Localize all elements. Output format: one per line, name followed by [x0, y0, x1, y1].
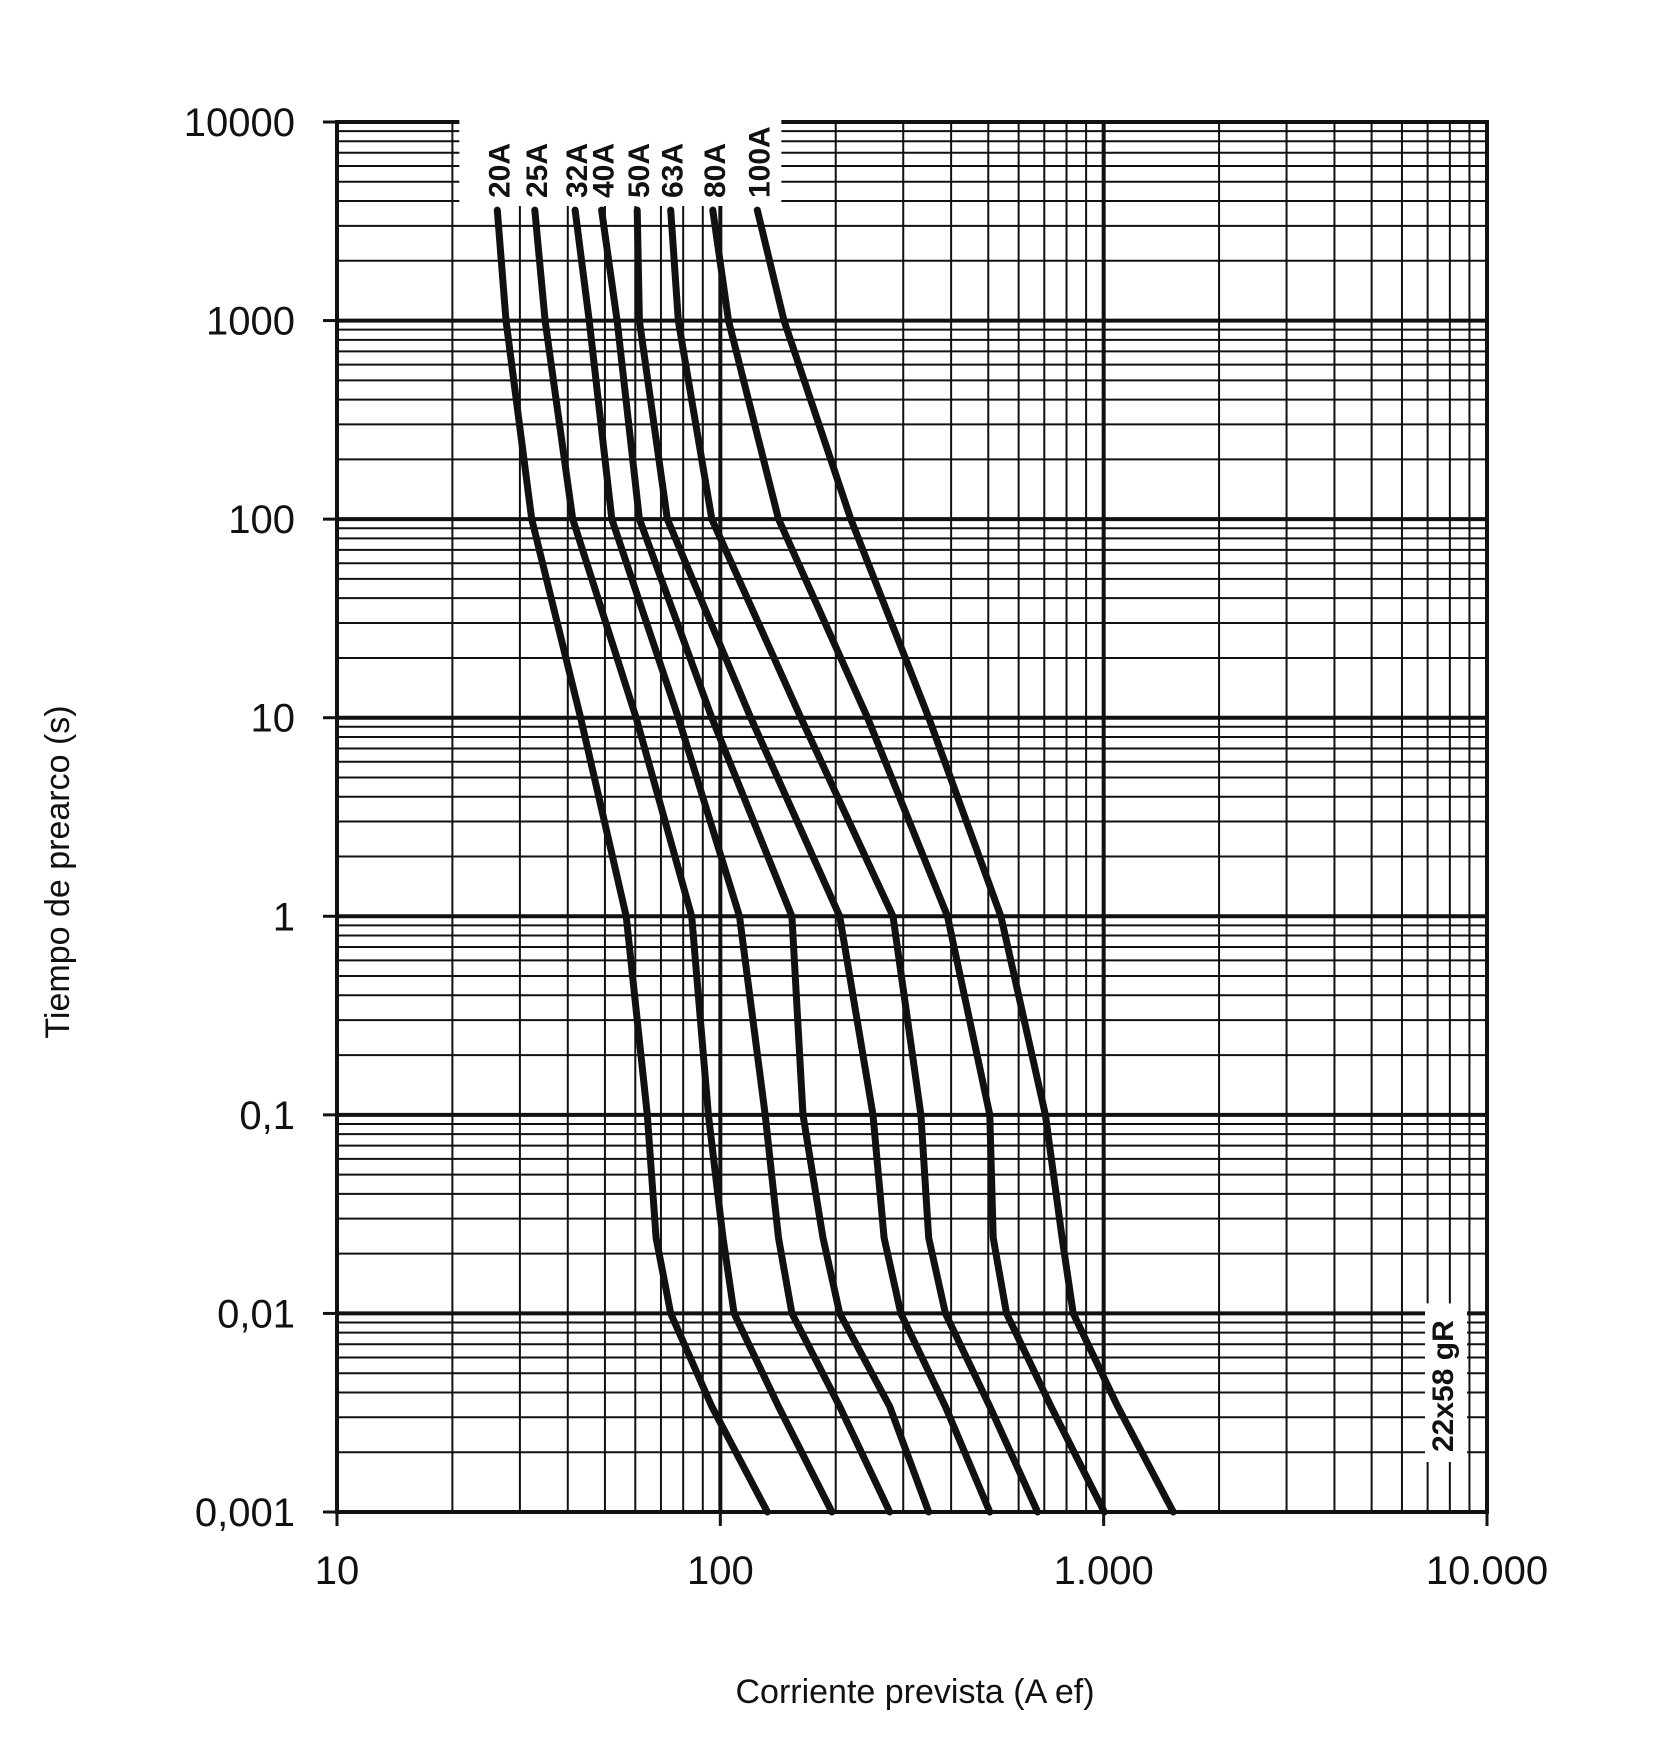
series-label: 50A [623, 143, 656, 198]
annotation: 22x58 gR [1427, 1320, 1460, 1452]
plot-frame [335, 120, 1489, 1514]
series-line [709, 206, 1108, 1516]
series-label: 40A [588, 143, 621, 198]
x-tick-label: 1.000 [1054, 1549, 1154, 1593]
y-tick-label: 1000 [206, 300, 295, 344]
annotation-background [1425, 1303, 1467, 1462]
y-tick-label: 10 [251, 697, 296, 741]
x-axis-title: Corriente prevista (A ef) [735, 1673, 1094, 1711]
y-tick-label: 0,01 [217, 1292, 295, 1336]
y-tick-label: 10000 [184, 101, 295, 145]
x-tick-label: 100 [687, 1549, 754, 1593]
y-axis-title: Tiempo de prearco (s) [39, 705, 77, 1038]
series-label: 100A [743, 126, 776, 198]
series-line [598, 206, 933, 1516]
y-tick-label: 0,001 [195, 1491, 295, 1535]
label-background [459, 114, 782, 206]
series-label: 25A [521, 143, 554, 198]
series-line [633, 206, 994, 1516]
y-tick-label: 1 [273, 895, 295, 939]
series-line [531, 206, 836, 1516]
series-line [667, 206, 1042, 1516]
series-label: 80A [699, 143, 732, 198]
y-tick-label: 100 [228, 498, 295, 542]
series-label: 32A [561, 143, 594, 198]
y-tick-label: 0,1 [239, 1094, 295, 1138]
series-line [753, 206, 1177, 1516]
series-line [493, 206, 771, 1516]
series-line [571, 206, 894, 1516]
x-tick-label: 10 [315, 1549, 360, 1593]
series-label: 63A [657, 143, 690, 198]
x-tick-label: 10.000 [1426, 1549, 1548, 1593]
series-label: 20A [483, 143, 516, 198]
